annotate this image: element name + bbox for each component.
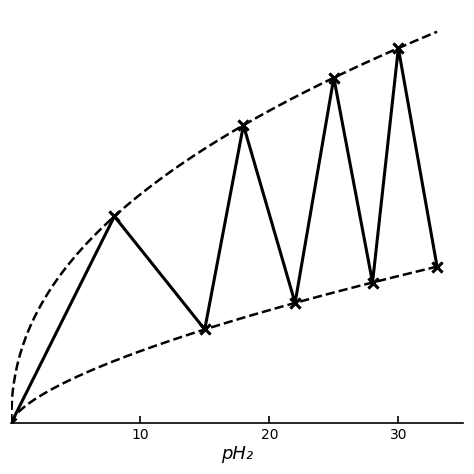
X-axis label: pH₂: pH₂ — [221, 445, 253, 463]
